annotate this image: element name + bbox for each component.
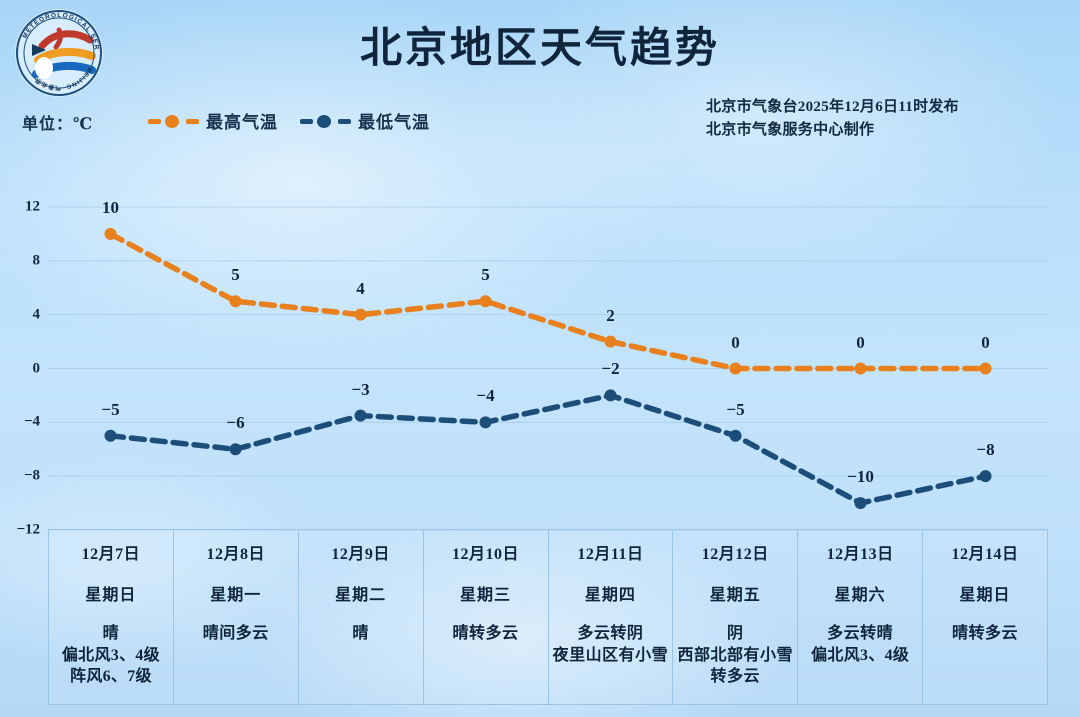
max-temp-value-label: 0: [731, 332, 740, 352]
beijing-meteorological-service-logo: METEOROLOGICAL SERVICE BEIJING 气象北京: [12, 6, 106, 100]
min-temp-value-label: −5: [101, 399, 120, 419]
forecast-weekday: 星期日: [959, 587, 1011, 604]
temperature-trend-chart: 12 8 4 0 −4 −8 −12 10 5 4 5 2 0 0 0 −5 −6 −3 −4 −2 −5 −10 −8: [16, 197, 1048, 538]
forecast-column: 12月8日星期一晴间多云: [174, 530, 299, 704]
forecast-column: 12月7日星期日晴偏北风3、4级 阵风6、7级: [49, 530, 174, 704]
chart-legend: 最高气温 最低气温: [148, 108, 430, 133]
forecast-weekday: 星期日: [85, 587, 137, 604]
forecast-date: 12月12日: [701, 546, 769, 563]
y-axis-tick-label: 4: [32, 306, 41, 323]
forecast-weekday: 星期六: [834, 587, 886, 604]
min-temp-value-label: −2: [601, 359, 620, 379]
max-temp-value-label: 5: [481, 265, 490, 285]
unit-label: 单位：℃: [22, 116, 94, 133]
y-axis-tick-label: −8: [23, 467, 40, 484]
forecast-column: 12月14日 星期日晴转多云: [923, 530, 1048, 704]
min-temp-value-label: −3: [351, 379, 370, 399]
min-temp-value-label: −8: [976, 440, 995, 460]
forecast-sky-condition: 晴间多云: [202, 625, 269, 642]
forecast-sky-condition: 晴转多云: [952, 625, 1019, 642]
forecast-date: 12月8日: [206, 546, 266, 563]
legend-label-max-temp: 最高气温: [206, 113, 278, 132]
forecast-weekday: 星期一: [210, 587, 262, 604]
forecast-sky-condition: 多云转晴: [827, 625, 894, 642]
legend-swatch-max-temp-icon: [148, 114, 200, 128]
publisher-line-2: 北京市气象服务中心制作: [706, 122, 875, 139]
max-temp-value-label: 10: [102, 197, 119, 217]
forecast-sky-condition: 晴: [352, 625, 369, 642]
y-axis-tick-label: −12: [16, 521, 40, 538]
min-temp-value-label: −6: [226, 413, 245, 433]
forecast-column: 12月9日星期二晴: [299, 530, 424, 704]
min-temp-value-label: −5: [726, 399, 745, 419]
forecast-column: 12月12日 星期五阴西部北部有小雪转多云: [673, 530, 799, 704]
forecast-column: 12月11日 星期四多云转阴 夜里山区有小雪: [549, 530, 674, 704]
y-axis-tick-label: 0: [32, 360, 41, 376]
forecast-weekday: 星期三: [460, 587, 512, 604]
min-temp-value-label: −10: [847, 467, 874, 487]
forecast-date: 12月14日: [951, 546, 1019, 563]
legend-label-min-temp: 最低气温: [358, 113, 430, 132]
page-title: 北京地区天气趋势: [359, 26, 720, 72]
forecast-weekday: 星期二: [335, 587, 387, 604]
max-temp-value-label: 0: [856, 332, 865, 352]
forecast-wind: 偏北风3、4级 阵风6、7级: [61, 646, 160, 686]
forecast-date: 12月7日: [81, 546, 141, 563]
y-axis-tick-label: 8: [32, 252, 41, 269]
y-axis-tick-label: 12: [25, 198, 40, 215]
legend-item-min-temp: 最低气温: [300, 108, 430, 133]
forecast-date: 12月10日: [452, 546, 520, 563]
forecast-sky-condition: 晴转多云: [452, 625, 519, 642]
publisher-info: 北京市气象台2025年12月6日11时发布 北京市气象服务中心制作: [706, 96, 959, 143]
forecast-sky-condition: 阴西部北部有小雪转多云: [677, 625, 794, 686]
forecast-date: 12月13日: [826, 546, 894, 563]
max-temp-value-label: 0: [981, 332, 990, 352]
forecast-date: 12月9日: [331, 546, 390, 563]
y-axis-tick-label: −4: [23, 413, 40, 430]
forecast-weekday: 星期五: [709, 587, 761, 604]
forecast-column: 12月13日 星期六多云转晴偏北风3、4级: [798, 530, 924, 704]
max-temp-value-label: 5: [231, 265, 240, 285]
publisher-line-1: 北京市气象台2025年12月6日11时发布: [706, 99, 959, 115]
forecast-date: 12月11日: [577, 546, 644, 563]
forecast-sky-condition: 晴: [102, 625, 120, 642]
max-temp-value-label: 4: [356, 278, 365, 298]
forecast-wind: 偏北风3、4级: [811, 646, 910, 664]
max-temp-value-label: 2: [606, 305, 615, 325]
forecast-table: 12月7日 星期日晴偏北风3、4级 阵风6、7级 12月8日 星期一 晴间多云 12月9日星…: [48, 529, 1048, 705]
legend-swatch-min-temp-icon: [300, 114, 352, 128]
legend-item-max-temp: 最高气温: [148, 108, 278, 133]
forecast-column: 12月10日 星期三晴转多云: [424, 530, 549, 704]
forecast-weekday: 星期四: [584, 587, 636, 604]
min-temp-value-label: −4: [476, 386, 495, 406]
forecast-sky-condition: 多云转阴 夜里山区有小雪: [552, 625, 669, 664]
